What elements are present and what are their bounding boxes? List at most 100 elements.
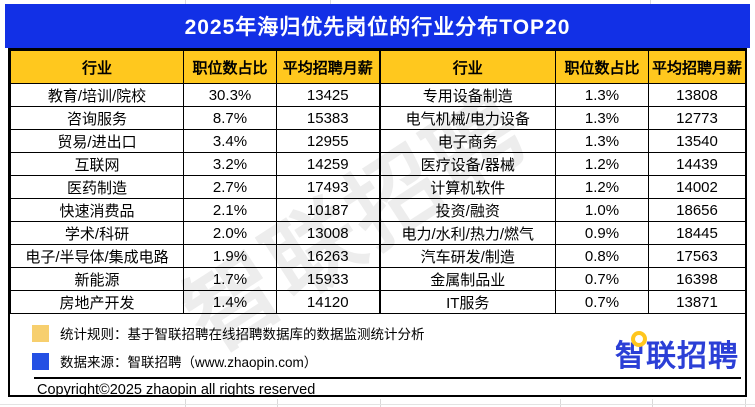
gridline <box>652 399 653 407</box>
share-cell: 1.9% <box>183 244 277 268</box>
legend-note-data-source: 数据来源：智联招聘（www.zhaopin.com） <box>32 349 425 373</box>
header-share-left: 职位数占比 <box>183 50 277 84</box>
salary-cell: 14439 <box>648 152 746 176</box>
table-row: 学术/科研 2.0% 13008 电力/水利/热力/燃气 0.9% 18445 <box>10 221 746 245</box>
salary-cell: 17493 <box>276 175 380 199</box>
legend-note-statistic-rule: 统计规则：基于智联招聘在线招聘数据库的数据监测统计分析 <box>32 321 425 345</box>
table-row: 房地产开发 1.4% 14120 IT服务 0.7% 13871 <box>10 290 746 314</box>
industry-cell: 医疗设备/器械 <box>378 152 556 176</box>
industry-cell: 医药制造 <box>10 175 184 199</box>
industry-cell: 咨询服务 <box>10 106 184 130</box>
table-row: 新能源 1.7% 15933 金属制品业 0.7% 16398 <box>10 267 746 291</box>
legend: 统计规则：基于智联招聘在线招聘数据库的数据监测统计分析 数据来源：智联招聘（ww… <box>32 321 425 377</box>
share-cell: 0.9% <box>555 221 649 245</box>
salary-cell: 14259 <box>276 152 380 176</box>
industry-cell: 电气机械/电力设备 <box>378 106 556 130</box>
share-cell: 2.1% <box>183 198 277 222</box>
industry-cell: 计算机软件 <box>378 175 556 199</box>
logo-yellow-ring-icon <box>631 331 647 347</box>
industry-cell: IT服务 <box>378 290 556 314</box>
header-industry-right: 行业 <box>378 50 556 84</box>
table-row: 贸易/进出口 3.4% 12955 电子商务 1.3% 13540 <box>10 129 746 153</box>
table-header-row: 行业 职位数占比 平均招聘月薪 行业 职位数占比 平均招聘月薪 <box>10 50 746 84</box>
gridline <box>650 0 651 4</box>
salary-cell: 14120 <box>276 290 380 314</box>
industry-cell: 互联网 <box>10 152 184 176</box>
salary-cell: 10187 <box>276 198 380 222</box>
header-salary-right: 平均招聘月薪 <box>648 50 746 84</box>
blue-swatch-icon <box>32 352 49 370</box>
table-row: 教育/培训/院校 30.3% 13425 专用设备制造 1.3% 13808 <box>10 83 746 107</box>
industry-cell: 新能源 <box>10 267 184 291</box>
industry-cell: 学术/科研 <box>10 221 184 245</box>
gridline <box>560 399 561 407</box>
share-cell: 1.7% <box>183 267 277 291</box>
salary-cell: 14002 <box>648 175 746 199</box>
share-cell: 1.3% <box>555 106 649 130</box>
salary-cell: 13540 <box>648 129 746 153</box>
share-cell: 3.2% <box>183 152 277 176</box>
header-industry-left: 行业 <box>10 50 184 84</box>
share-cell: 0.7% <box>555 290 649 314</box>
salary-cell: 12955 <box>276 129 380 153</box>
industry-cell: 房地产开发 <box>10 290 184 314</box>
share-cell: 0.7% <box>555 267 649 291</box>
share-cell: 3.4% <box>183 129 277 153</box>
salary-cell: 13425 <box>276 83 380 107</box>
share-cell: 1.2% <box>555 152 649 176</box>
share-cell: 1.3% <box>555 129 649 153</box>
share-cell: 30.3% <box>183 83 277 107</box>
salary-cell: 13008 <box>276 221 380 245</box>
salary-cell: 18445 <box>648 221 746 245</box>
table-row: 互联网 3.2% 14259 医疗设备/器械 1.2% 14439 <box>10 152 746 176</box>
gridline <box>745 399 746 407</box>
industry-cell: 电力/水利/热力/燃气 <box>378 221 556 245</box>
salary-cell: 17563 <box>648 244 746 268</box>
salary-cell: 13808 <box>648 83 746 107</box>
salary-cell: 16263 <box>276 244 380 268</box>
gridline <box>185 399 186 407</box>
salary-cell: 12773 <box>648 106 746 130</box>
industry-cell: 投资/融资 <box>378 198 556 222</box>
industry-table: 行业 职位数占比 平均招聘月薪 行业 职位数占比 平均招聘月薪 教育/培训/院校… <box>10 50 746 314</box>
gridline <box>185 0 186 4</box>
page-title: 2025年海归优先岗位的行业分布TOP20 <box>5 4 750 48</box>
industry-cell: 电子/半导体/集成电路 <box>10 244 184 268</box>
share-cell: 2.0% <box>183 221 277 245</box>
salary-cell: 18656 <box>648 198 746 222</box>
industry-cell: 金属制品业 <box>378 267 556 291</box>
legend-note-text: 统计规则：基于智联招聘在线招聘数据库的数据监测统计分析 <box>60 327 425 342</box>
industry-cell: 专用设备制造 <box>378 83 556 107</box>
footer-divider <box>34 377 741 379</box>
industry-cell: 汽车研发/制造 <box>378 244 556 268</box>
copyright-text: Copyright©2025 zhaopin all rights reserv… <box>37 382 316 398</box>
industry-cell: 贸易/进出口 <box>10 129 184 153</box>
table-row: 快速消费品 2.1% 10187 投资/融资 1.0% 18656 <box>10 198 746 222</box>
gridline <box>330 0 331 4</box>
share-cell: 1.0% <box>555 198 649 222</box>
salary-cell: 15383 <box>276 106 380 130</box>
industry-cell: 快速消费品 <box>10 198 184 222</box>
header-share-right: 职位数占比 <box>555 50 649 84</box>
salary-cell: 16398 <box>648 267 746 291</box>
share-cell: 0.8% <box>555 244 649 268</box>
share-cell: 2.7% <box>183 175 277 199</box>
industry-cell: 电子商务 <box>378 129 556 153</box>
share-cell: 1.3% <box>555 83 649 107</box>
header-salary-left: 平均招聘月薪 <box>276 50 380 84</box>
table-body: 教育/培训/院校 30.3% 13425 专用设备制造 1.3% 13808 咨询服务 8.7… <box>10 83 746 314</box>
table-row: 医药制造 2.7% 17493 计算机软件 1.2% 14002 <box>10 175 746 199</box>
yellow-swatch-icon <box>32 324 49 342</box>
industry-cell: 教育/培训/院校 <box>10 83 184 107</box>
gridline <box>380 399 381 407</box>
infographic-frame: 智联招聘 行业 职位数占比 平均招聘月薪 行业 职位数占比 平均招聘月薪 教育/… <box>8 48 747 398</box>
share-cell: 1.2% <box>555 175 649 199</box>
table-row: 咨询服务 8.7% 15383 电气机械/电力设备 1.3% 12773 <box>10 106 746 130</box>
share-cell: 8.7% <box>183 106 277 130</box>
share-cell: 1.4% <box>183 290 277 314</box>
zhaopin-logo: 智联招聘 <box>615 331 739 375</box>
legend-note-text: 数据来源：智联招聘（www.zhaopin.com） <box>60 355 318 370</box>
gridline <box>0 404 755 405</box>
table-row: 电子/半导体/集成电路 1.9% 16263 汽车研发/制造 0.8% 17563 <box>10 244 746 268</box>
salary-cell: 15933 <box>276 267 380 291</box>
